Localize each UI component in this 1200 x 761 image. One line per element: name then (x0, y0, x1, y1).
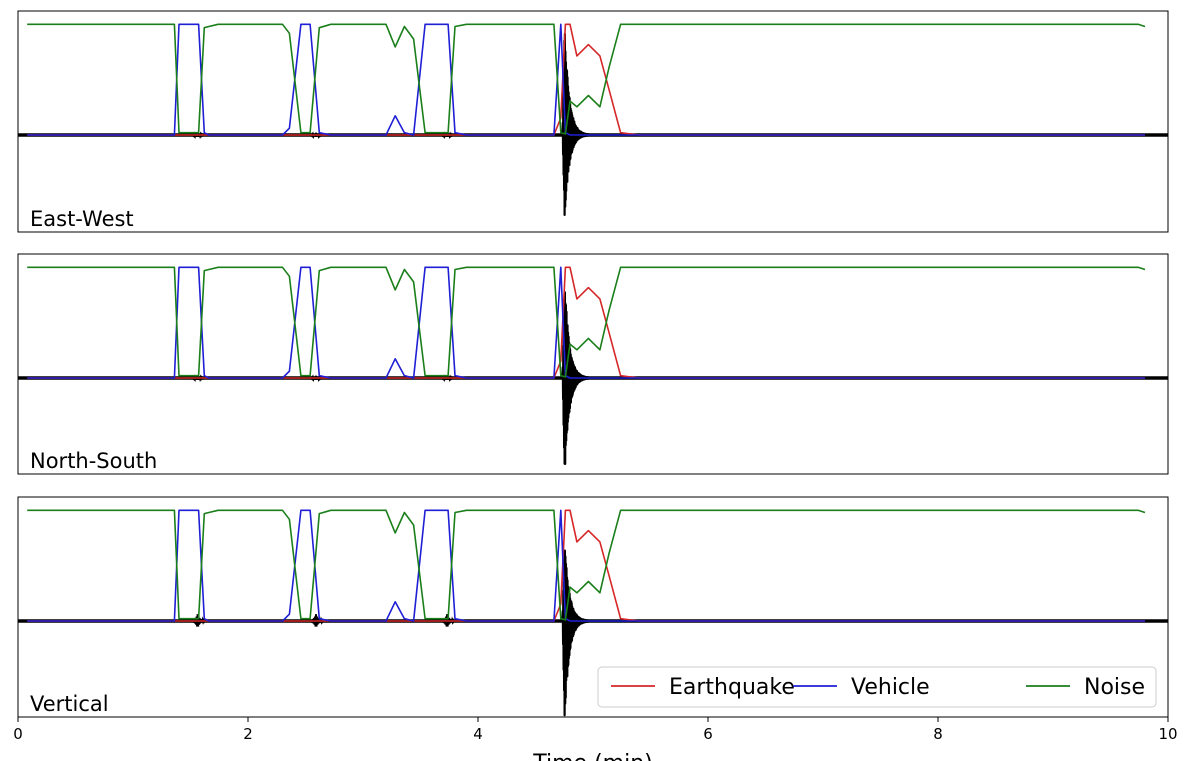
series-earthquake-line (27, 23, 1145, 136)
panel-content (18, 23, 1168, 216)
waveform-small-event (310, 614, 324, 627)
panel-north-south: North-South (17, 253, 1169, 475)
panel-label: North-South (30, 449, 157, 473)
panel-label: Vertical (30, 692, 109, 716)
x-tick-label: 10 (1158, 725, 1177, 743)
panel-frame (17, 496, 1169, 718)
series-earthquake-line (27, 266, 1145, 379)
x-axis: 0 2 4 6 8 10 Time (min) (13, 717, 1178, 761)
series-vehicle-line (27, 509, 1145, 622)
series-earthquake-line (27, 509, 1145, 622)
legend-entry-noise: Noise (1026, 675, 1145, 700)
panel-vertical: Vertical (17, 496, 1169, 718)
panel-frame (17, 10, 1169, 233)
series-noise-line (27, 23, 1146, 135)
panel-content (18, 266, 1168, 465)
panel-east-west: East-West (17, 10, 1169, 233)
legend-label: Noise (1084, 675, 1145, 700)
panel-frame (17, 253, 1169, 475)
x-tick-label: 8 (933, 725, 943, 743)
waveform (18, 33, 1168, 216)
legend-entry-vehicle: Vehicle (793, 675, 930, 700)
panels-group: East-West North-South Vertical (17, 10, 1169, 718)
x-tick-label: 6 (703, 725, 713, 743)
series-vehicle-line (27, 23, 1145, 136)
series-vehicle-line (27, 266, 1145, 379)
panel-content (18, 509, 1168, 717)
x-tick-label: 2 (243, 725, 253, 743)
legend-entry-earthquake: Earthquake (611, 675, 795, 700)
x-tick-label: 4 (473, 725, 483, 743)
series-noise-line (27, 266, 1146, 378)
x-tick-label: 0 (13, 725, 23, 743)
legend-label: Vehicle (851, 675, 930, 700)
x-axis-label: Time (min) (532, 751, 653, 761)
legend: Earthquake Vehicle Noise (597, 666, 1157, 708)
legend-frame (597, 666, 1157, 708)
legend-label: Earthquake (669, 675, 795, 700)
panel-label: East-West (30, 207, 134, 231)
series-noise-line (27, 509, 1146, 621)
